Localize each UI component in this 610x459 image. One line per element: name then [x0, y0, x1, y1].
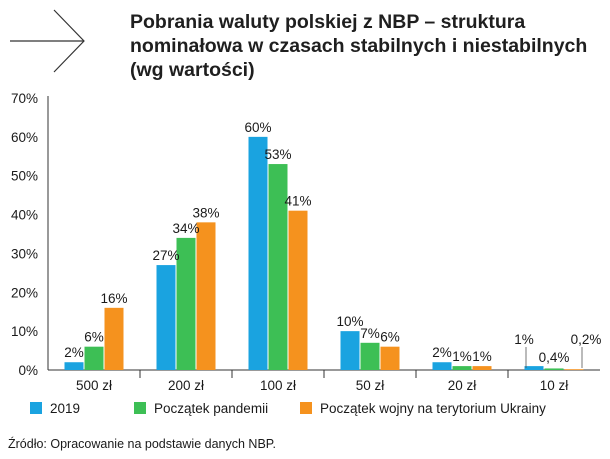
- data-label: 7%: [360, 326, 380, 341]
- bar: [64, 362, 84, 370]
- legend-swatch: [134, 402, 146, 414]
- x-tick-label: 20 zł: [448, 378, 477, 393]
- data-label: 16%: [100, 291, 127, 306]
- data-label: 2%: [432, 345, 452, 360]
- x-tick-label: 50 zł: [356, 378, 385, 393]
- bar: [196, 222, 216, 370]
- bar: [288, 210, 308, 370]
- data-label: 41%: [284, 194, 311, 209]
- data-label: 6%: [84, 330, 104, 345]
- bar: [340, 331, 360, 370]
- x-tick-label: 200 zł: [168, 378, 204, 393]
- bar: [432, 362, 452, 370]
- x-tick-label: 10 zł: [540, 378, 569, 393]
- data-label: 2%: [64, 345, 84, 360]
- bar: [524, 366, 544, 370]
- bar: [360, 342, 380, 370]
- data-label: 6%: [380, 330, 400, 345]
- y-tick-label: 30%: [11, 246, 38, 261]
- data-label: 1%: [514, 332, 534, 347]
- data-label: 1%: [452, 349, 472, 364]
- data-label: 0,4%: [539, 350, 570, 365]
- legend-label: 2019: [50, 401, 80, 416]
- source-note: Źródło: Opracowanie na podstawie danych …: [8, 437, 276, 451]
- chart-title-line-3: (wg wartości): [130, 59, 255, 81]
- data-label: 60%: [244, 120, 271, 135]
- arrow-right-icon: [10, 9, 85, 73]
- bar: [176, 237, 196, 370]
- bar: [84, 346, 104, 370]
- data-label: 0,2%: [571, 332, 602, 347]
- bar: [268, 164, 288, 370]
- bar: [248, 136, 268, 370]
- legend-swatch: [30, 402, 42, 414]
- legend-label: Początek pandemii: [154, 401, 268, 416]
- data-label: 34%: [172, 221, 199, 236]
- y-tick-label: 50%: [11, 169, 38, 184]
- chart-title-line-1: Pobrania waluty polskiej z NBP – struktu…: [130, 11, 526, 33]
- data-label: 38%: [192, 205, 219, 220]
- y-tick-label: 20%: [11, 285, 38, 300]
- y-tick-label: 40%: [11, 208, 38, 223]
- y-tick-label: 70%: [11, 91, 38, 106]
- chart-title-line-2: nominałowa w czasach stabilnych i niesta…: [130, 35, 588, 57]
- legend-label: Początek wojny na terytorium Ukrainy: [320, 401, 546, 416]
- data-label: 53%: [264, 147, 291, 162]
- x-tick-label: 500 zł: [76, 378, 112, 393]
- bar: [156, 265, 176, 370]
- data-label: 27%: [152, 248, 179, 263]
- data-label: 1%: [472, 349, 492, 364]
- y-tick-label: 0%: [18, 363, 38, 378]
- bar: [104, 307, 124, 370]
- data-label: 10%: [336, 314, 363, 329]
- chart-title: Pobrania waluty polskiej z NBP – struktu…: [130, 10, 608, 82]
- x-tick-label: 100 zł: [260, 378, 296, 393]
- bar: [544, 368, 564, 370]
- bar: [452, 366, 472, 370]
- bar: [564, 369, 584, 371]
- bar: [472, 366, 492, 370]
- y-tick-label: 10%: [11, 324, 38, 339]
- bar: [380, 346, 400, 370]
- legend-swatch: [300, 402, 312, 414]
- y-tick-label: 60%: [11, 130, 38, 145]
